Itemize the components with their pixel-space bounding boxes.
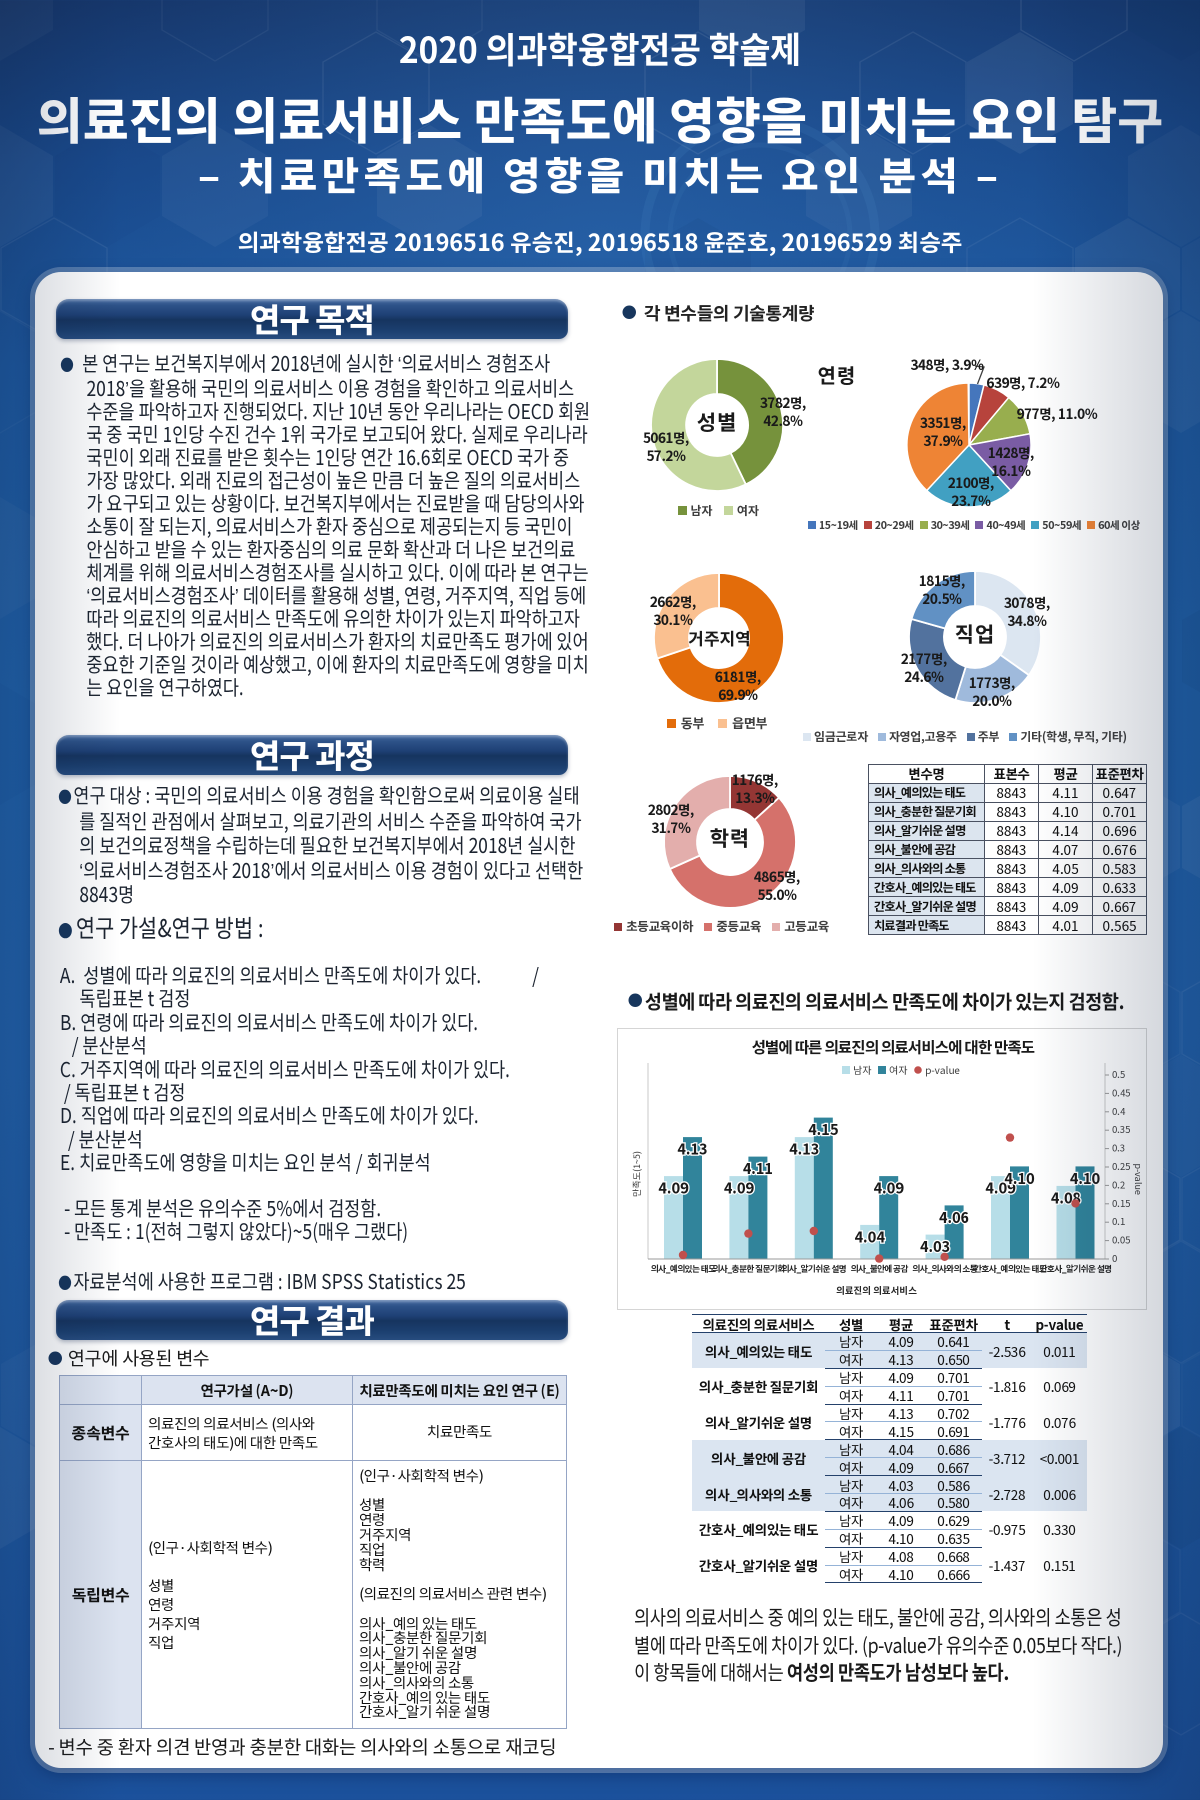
svg-text:0.3: 0.3 (1112, 1141, 1125, 1155)
svg-text:의사_의사와의 소통: 의사_의사와의 소통 (912, 1262, 977, 1275)
svg-text:0.15: 0.15 (1112, 1196, 1130, 1210)
svg-text:4.11: 4.11 (743, 1158, 773, 1179)
svg-text:4.15: 4.15 (808, 1119, 838, 1140)
svg-text:남자: 남자 (853, 1062, 872, 1077)
svg-text:4.06: 4.06 (939, 1207, 970, 1228)
svg-text:4.10: 4.10 (1004, 1168, 1035, 1189)
svg-text:의사_불안에 공감: 의사_불안에 공감 (850, 1262, 909, 1275)
svg-text:여자: 여자 (889, 1062, 908, 1077)
svg-text:0.45: 0.45 (1112, 1085, 1130, 1099)
svg-text:4.09: 4.09 (985, 1178, 1016, 1199)
svg-text:p-value: p-value (925, 1062, 960, 1077)
svg-text:4.04: 4.04 (855, 1226, 885, 1247)
svg-text:간호사_예의있는 태도: 간호사_예의있는 태도 (974, 1262, 1047, 1275)
svg-text:0: 0 (1112, 1251, 1117, 1265)
svg-text:간호사_알기쉬운 설명: 간호사_알기쉬운 설명 (1039, 1262, 1112, 1275)
svg-text:의사_알기쉬운 설명: 의사_알기쉬운 설명 (781, 1262, 846, 1275)
svg-text:0.05: 0.05 (1112, 1233, 1130, 1247)
svg-text:4.10: 4.10 (1070, 1168, 1101, 1189)
svg-text:4.09: 4.09 (658, 1178, 689, 1199)
svg-text:4.03: 4.03 (920, 1236, 950, 1257)
svg-text:0.1: 0.1 (1112, 1214, 1125, 1228)
svg-text:의사_예의있는 태도: 의사_예의있는 태도 (651, 1262, 716, 1275)
svg-text:4.09: 4.09 (874, 1178, 905, 1199)
svg-text:만족도(1~5): 만족도(1~5) (630, 1151, 643, 1197)
svg-text:0.5: 0.5 (1112, 1067, 1125, 1081)
svg-text:의사_충분한 질문기회: 의사_충분한 질문기회 (712, 1262, 785, 1275)
svg-text:4.13: 4.13 (677, 1139, 707, 1160)
svg-text:4.09: 4.09 (724, 1178, 755, 1199)
svg-text:0.2: 0.2 (1112, 1177, 1126, 1191)
svg-text:의료진의 의료서비스: 의료진의 의료서비스 (836, 1283, 917, 1297)
svg-text:p-value: p-value (1132, 1163, 1145, 1194)
svg-text:성별에 따른 의료진의 의료서비스에 대한 만족도: 성별에 따른 의료진의 의료서비스에 대한 만족도 (752, 1036, 1035, 1058)
svg-text:0.25: 0.25 (1112, 1159, 1130, 1173)
svg-text:0.35: 0.35 (1112, 1122, 1130, 1136)
svg-text:0.4: 0.4 (1112, 1104, 1125, 1118)
svg-text:4.13: 4.13 (789, 1139, 819, 1160)
